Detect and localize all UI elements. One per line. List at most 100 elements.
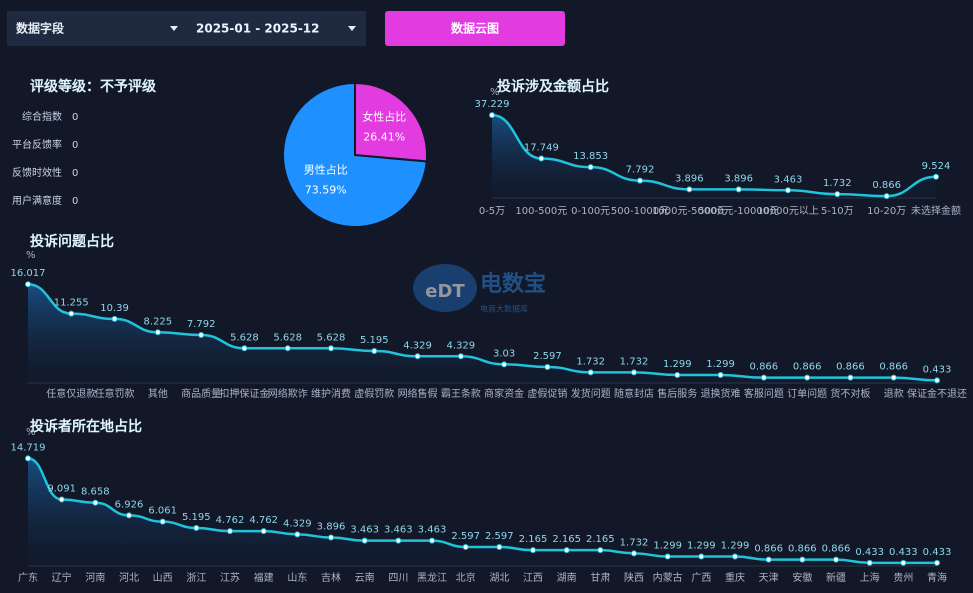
value-label: 8.658 [81,487,110,498]
x-tick-label: 贵州 [893,571,913,584]
point [284,345,291,352]
point [799,556,806,563]
x-tick-label: 保证金不退还 [907,387,967,400]
value-label: 1.732 [620,537,649,548]
rating-label: 用户满意度 [12,194,62,207]
point [804,374,811,381]
value-label: 17.749 [524,143,559,154]
value-label: 11.255 [54,298,89,309]
value-label: 0.866 [750,362,779,373]
x-tick-label: 内蒙古 [653,571,683,584]
caret[interactable] [170,26,178,31]
point [241,345,248,352]
point [866,559,873,566]
point [414,353,421,360]
point [25,455,31,462]
caret[interactable] [348,26,356,31]
point [395,537,402,544]
y-axis-label: % [26,250,36,261]
point [92,499,99,506]
x-tick-label: 扣押保证金 [219,387,269,400]
line [27,457,937,565]
line [27,282,938,382]
value-label: 0.866 [788,544,817,555]
x-tick-label: 新疆 [826,571,846,584]
rating-title: 评级等级：不予评级 [30,78,157,95]
value-label: 1.299 [663,359,692,370]
point [544,363,551,370]
point [328,534,334,541]
value-label: 2.165 [552,534,581,545]
value-label: 14.719 [11,442,46,453]
x-tick-label: 河南 [85,571,105,584]
button[interactable] [385,11,565,46]
point [934,377,940,384]
value-label: 5.195 [360,335,389,346]
value-label: 9.524 [922,161,951,172]
value-label: 4.329 [283,518,312,529]
logo-cloud [413,264,477,312]
value-label: 3.896 [724,173,753,184]
x-tick-label: 青海 [927,571,947,584]
point [530,547,536,554]
point [489,112,495,119]
value-label: 6.926 [115,499,144,510]
point [328,345,334,352]
value-label: 0.866 [879,362,908,373]
x-tick-label: 四川 [388,573,408,584]
x-tick-label: 其他 [148,387,168,400]
x-tick-label: 客服问题 [744,387,784,400]
value-label: 5.628 [230,332,259,343]
rating-value: 0 [72,112,78,123]
x-tick-label: 5000元-10000元 [698,206,779,217]
x-tick-label: 退换货难 [701,387,741,400]
date-range[interactable]: 2025-01 - 2025-12 [196,22,320,36]
value-label: 0.866 [836,362,865,373]
pie-category: 女性占比 [362,109,406,123]
point [457,353,464,360]
x-tick-label: 售后服务 [657,387,697,400]
chart-title: 投诉涉及金额占比 [497,78,609,95]
value-label: 0.433 [923,364,952,375]
point [934,559,940,566]
value-label: 1.299 [687,541,716,552]
point [833,556,839,563]
x-tick-label: 山东 [287,571,307,584]
point [765,556,772,563]
point [933,173,939,180]
value-label: 4.762 [216,515,245,526]
value-label: 0.866 [822,544,851,555]
x-tick-label: 浙江 [186,572,206,584]
point [847,374,854,381]
x-tick-label: 随意封店 [614,387,654,400]
field-select[interactable]: 数据字段 [16,21,65,36]
value-label: 9.091 [47,484,76,495]
button-label[interactable]: 数据云图 [451,21,499,36]
chart-title: 投诉者所在地占比 [30,418,142,435]
rating-label: 综合指数 [22,110,62,123]
x-tick-label: 0-5万 [479,206,505,217]
x-tick-label: 维护消费 [311,387,351,400]
x-tick-label: 0-100元 [571,206,610,217]
point [674,371,681,378]
value-label: 3.463 [384,525,413,536]
point [631,550,637,557]
point [462,544,469,551]
point [58,496,65,503]
y-axis-label: % [490,87,500,98]
x-tick-label: 货不对板 [830,387,870,400]
x-tick-label: 商家资金 [484,387,524,400]
x-tick-label: 福建 [254,571,274,584]
point [227,528,233,535]
value-label: 1.732 [823,178,852,189]
y-axis-label: % [26,427,36,438]
line [491,113,937,198]
x-tick-label: 退款 [884,387,904,400]
value-label: 1.732 [620,356,649,367]
value-label: 16.017 [11,268,46,279]
x-tick-label: 重庆 [725,571,745,584]
point [890,374,897,381]
point [159,518,166,525]
value-label: 2.597 [485,531,514,542]
